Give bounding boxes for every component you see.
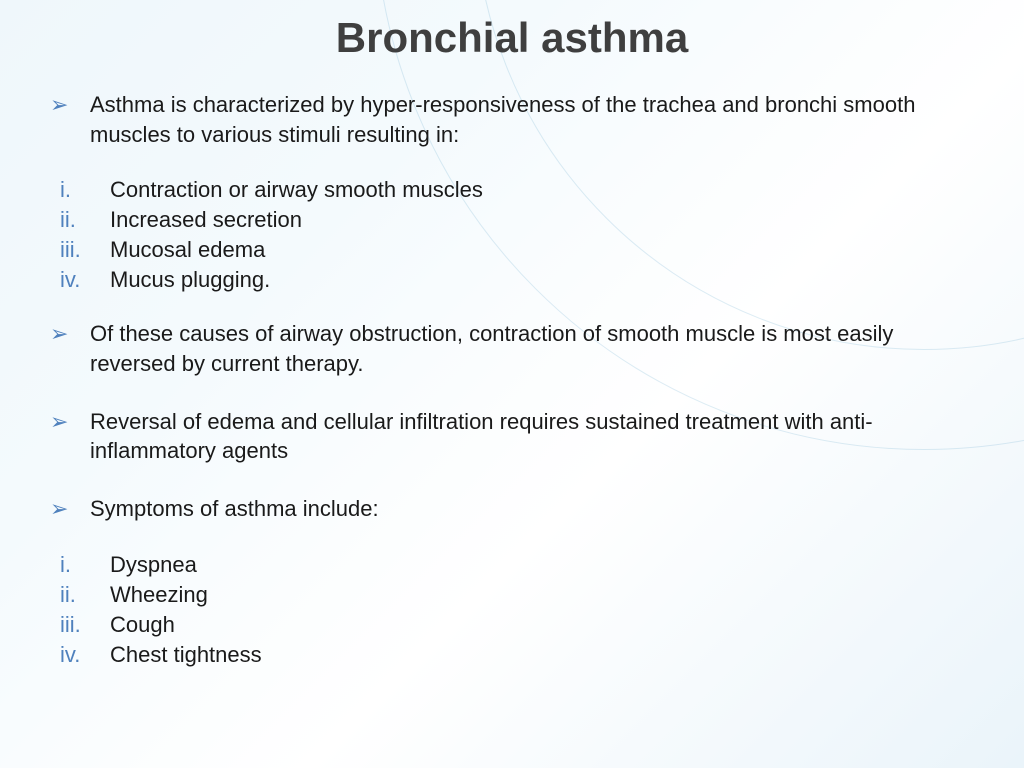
slide-content: ➢Asthma is characterized by hyper-respon… (40, 90, 984, 668)
roman-text: Chest tightness (110, 642, 984, 668)
spacer (50, 297, 984, 319)
roman-label: i. (60, 177, 110, 203)
slide-container: Bronchial asthma ➢Asthma is characterize… (0, 0, 1024, 768)
roman-list-1: i.Contraction or airway smooth musclesii… (50, 177, 984, 293)
bullet-text: Asthma is characterized by hyper-respons… (90, 90, 984, 149)
bullet-group-2: ➢Of these causes of airway obstruction, … (50, 319, 984, 523)
roman-text: Increased secretion (110, 207, 984, 233)
spacer (50, 155, 984, 177)
bullet-item: ➢Of these causes of airway obstruction, … (50, 319, 984, 378)
spacer (50, 385, 984, 407)
roman-label: iv. (60, 642, 110, 668)
roman-text: Contraction or airway smooth muscles (110, 177, 984, 203)
roman-item: iv.Mucus plugging. (60, 267, 984, 293)
roman-label: iii. (60, 237, 110, 263)
bullet-arrow-icon: ➢ (50, 494, 90, 522)
roman-item: i.Dyspnea (60, 552, 984, 578)
roman-label: i. (60, 552, 110, 578)
roman-text: Cough (110, 612, 984, 638)
bullet-text: Of these causes of airway obstruction, c… (90, 319, 984, 378)
bullet-group-1: ➢Asthma is characterized by hyper-respon… (50, 90, 984, 149)
roman-text: Mucus plugging. (110, 267, 984, 293)
roman-text: Mucosal edema (110, 237, 984, 263)
spacer (50, 472, 984, 494)
roman-item: i.Contraction or airway smooth muscles (60, 177, 984, 203)
bullet-arrow-icon: ➢ (50, 90, 90, 118)
roman-item: iv.Chest tightness (60, 642, 984, 668)
roman-text: Dyspnea (110, 552, 984, 578)
roman-text: Wheezing (110, 582, 984, 608)
bullet-item: ➢Reversal of edema and cellular infiltra… (50, 407, 984, 466)
roman-list-2: i.Dyspneaii.Wheezingiii.Coughiv.Chest ti… (50, 552, 984, 668)
roman-item: iii.Cough (60, 612, 984, 638)
bullet-item: ➢Asthma is characterized by hyper-respon… (50, 90, 984, 149)
roman-item: ii.Increased secretion (60, 207, 984, 233)
roman-item: ii.Wheezing (60, 582, 984, 608)
roman-item: iii.Mucosal edema (60, 237, 984, 263)
roman-label: ii. (60, 207, 110, 233)
slide-title: Bronchial asthma (40, 14, 984, 62)
bullet-text: Symptoms of asthma include: (90, 494, 984, 524)
roman-label: iii. (60, 612, 110, 638)
bullet-item: ➢Symptoms of asthma include: (50, 494, 984, 524)
spacer (50, 530, 984, 552)
roman-label: ii. (60, 582, 110, 608)
roman-label: iv. (60, 267, 110, 293)
bullet-arrow-icon: ➢ (50, 407, 90, 435)
bullet-arrow-icon: ➢ (50, 319, 90, 347)
bullet-text: Reversal of edema and cellular infiltrat… (90, 407, 984, 466)
